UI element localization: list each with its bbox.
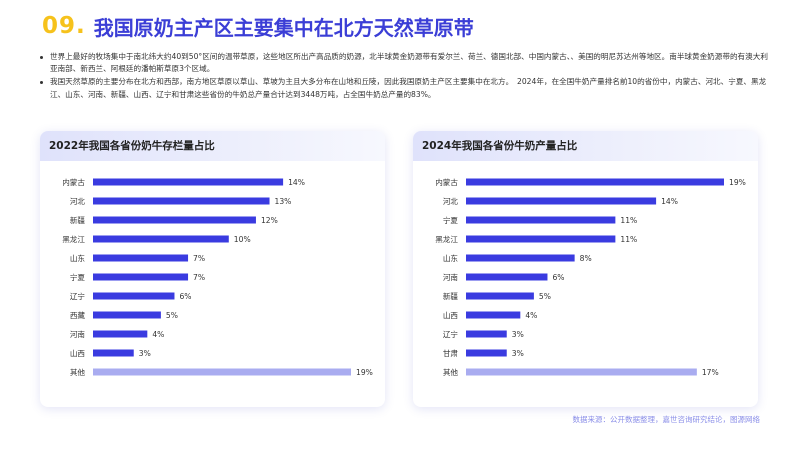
page-title: 09. 我国原奶主产区主要集中在北方天然草原带 xyxy=(42,9,474,43)
bar-山西 xyxy=(466,311,521,319)
chart-title: 2024年我国各省份牛奶产量占比 xyxy=(413,131,758,161)
bar-内蒙古 xyxy=(93,178,284,186)
bullet-item: 世界上最好的牧场集中于南北纬大约40到50°区间的温带草原，这些地区所出产高品质… xyxy=(38,51,768,75)
category-label: 其他 xyxy=(70,367,86,377)
value-label: 4% xyxy=(525,311,537,320)
bar-山东 xyxy=(93,254,189,262)
category-label: 黑龙江 xyxy=(62,234,85,244)
category-label: 辽宁 xyxy=(443,329,459,339)
section-title: 我国原奶主产区主要集中在北方天然草原带 xyxy=(93,15,474,40)
value-label: 6% xyxy=(552,273,564,282)
category-label: 甘肃 xyxy=(443,348,459,358)
chart-title: 2022年我国各省份奶牛存栏量占比 xyxy=(40,131,385,161)
value-label: 7% xyxy=(193,273,205,282)
category-label: 河北 xyxy=(443,197,459,206)
value-label: 11% xyxy=(620,216,637,225)
category-label: 河南 xyxy=(70,329,86,339)
value-label: 12% xyxy=(261,216,278,225)
bar-辽宁 xyxy=(466,330,507,338)
category-label: 内蒙古 xyxy=(435,177,458,187)
section-number: 09. xyxy=(42,13,86,39)
value-label: 13% xyxy=(275,197,292,206)
value-label: 3% xyxy=(139,349,151,358)
bar-黑龙江 xyxy=(466,235,616,243)
bar-宁夏 xyxy=(93,273,189,281)
bar-山东 xyxy=(466,254,575,262)
value-label: 19% xyxy=(729,178,746,187)
bar-chart-2022: 内蒙古 14% 河北 13% 新疆 12% 黑龙江 10% 山东 7% 宁夏 7% 辽宁 6% 西藏 5% 河南… xyxy=(62,177,373,377)
category-label: 宁夏 xyxy=(70,272,86,282)
intro-bullets: 世界上最好的牧场集中于南北纬大约40到50°区间的温带草原，这些地区所出产高品质… xyxy=(38,51,768,102)
value-label: 8% xyxy=(580,254,592,263)
bar-甘肃 xyxy=(466,349,507,357)
category-label: 新疆 xyxy=(443,291,459,301)
category-label: 宁夏 xyxy=(443,215,459,225)
value-label: 14% xyxy=(661,197,678,206)
category-label: 河南 xyxy=(443,272,459,282)
chart-panel-2024: 2024年我国各省份牛奶产量占比 内蒙古 19% 河北 14% 宁夏 11% 黑龙江 11% 山… xyxy=(413,131,758,407)
bar-新疆 xyxy=(93,216,256,224)
category-label: 辽宁 xyxy=(70,291,86,301)
value-label: 14% xyxy=(288,178,305,187)
bar-河南 xyxy=(93,330,148,338)
bar-黑龙江 xyxy=(93,235,229,243)
category-label: 西藏 xyxy=(70,310,86,320)
bar-西藏 xyxy=(93,311,161,319)
value-label: 3% xyxy=(512,349,524,358)
bar-河北 xyxy=(93,197,270,205)
chart-panel-2022: 2022年我国各省份奶牛存栏量占比 内蒙古 14% 河北 13% 新疆 12% 黑龙江 10%… xyxy=(40,131,385,407)
bar-其他 xyxy=(466,368,697,376)
category-label: 山东 xyxy=(70,253,86,263)
category-label: 山西 xyxy=(443,310,459,320)
category-label: 新疆 xyxy=(70,215,86,225)
category-label: 山东 xyxy=(443,253,459,263)
bar-其他 xyxy=(93,368,351,376)
value-label: 5% xyxy=(539,292,551,301)
bar-新疆 xyxy=(466,292,534,300)
data-source: 数据来源：公开数据整理，嘉世咨询研究结论，图源网络 xyxy=(572,415,761,424)
bar-辽宁 xyxy=(93,292,175,300)
value-label: 10% xyxy=(234,235,251,244)
bar-宁夏 xyxy=(466,216,616,224)
value-label: 19% xyxy=(356,368,373,377)
bar-河南 xyxy=(466,273,548,281)
bar-内蒙古 xyxy=(466,178,724,186)
bullet-item: 我国天然草原的主要分布在北方和西部，南方地区草原以草山、草坡为主且大多分布在山地… xyxy=(38,76,768,100)
category-label: 内蒙古 xyxy=(62,177,85,187)
category-label: 河北 xyxy=(70,197,86,206)
value-label: 3% xyxy=(512,330,524,339)
bar-河北 xyxy=(466,197,657,205)
category-label: 黑龙江 xyxy=(435,234,458,244)
bar-山西 xyxy=(93,349,134,357)
category-label: 山西 xyxy=(70,348,86,358)
bar-chart-2024: 内蒙古 19% 河北 14% 宁夏 11% 黑龙江 11% 山东 8% 河南 6% 新疆 5% 山西 4% 辽宁… xyxy=(435,177,746,377)
category-label: 其他 xyxy=(443,367,459,377)
value-label: 7% xyxy=(193,254,205,263)
value-label: 6% xyxy=(179,292,191,301)
value-label: 5% xyxy=(166,311,178,320)
value-label: 17% xyxy=(702,368,719,377)
value-label: 4% xyxy=(152,330,164,339)
value-label: 11% xyxy=(620,235,637,244)
